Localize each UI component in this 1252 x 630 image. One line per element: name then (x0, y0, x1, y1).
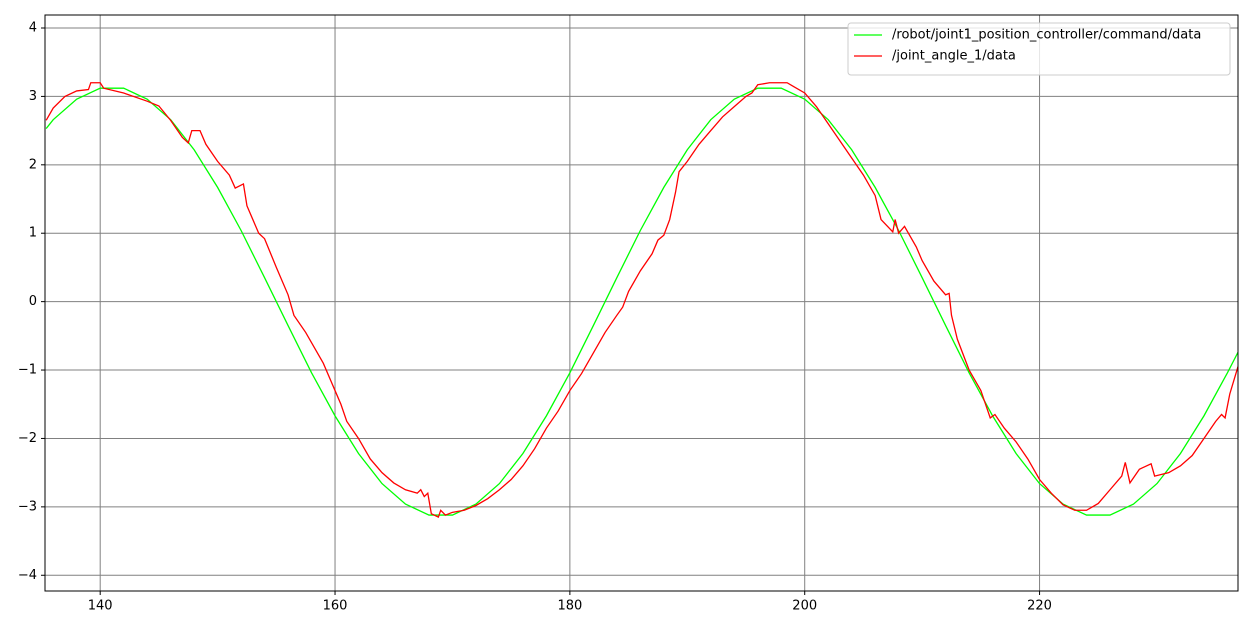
y-tick-label: −2 (18, 431, 37, 446)
x-tick-label: 160 (323, 599, 348, 614)
y-tick-label: 2 (29, 157, 37, 172)
series-line (45, 82, 1238, 519)
plot-area (45, 15, 1238, 591)
y-tick-label: −3 (18, 499, 37, 514)
y-tick-label: 1 (29, 226, 37, 241)
x-tick-label: 200 (792, 599, 817, 614)
y-tick-label: 4 (29, 20, 37, 35)
x-tick-label: 220 (1027, 599, 1052, 614)
y-tick-label: −1 (18, 363, 37, 378)
y-tick-label: 3 (29, 89, 37, 104)
series-line (45, 87, 1238, 516)
axes-frame (44, 14, 1239, 592)
legend-box (847, 22, 1231, 76)
y-tick-label: −4 (18, 568, 37, 583)
legend-label: /joint_angle_1/data (892, 49, 1016, 64)
legend-label: /robot/joint1_position_controller/comman… (892, 28, 1201, 43)
x-tick-label: 140 (88, 599, 113, 614)
y-tick-label: 0 (29, 294, 37, 309)
x-tick-label: 180 (557, 599, 582, 614)
